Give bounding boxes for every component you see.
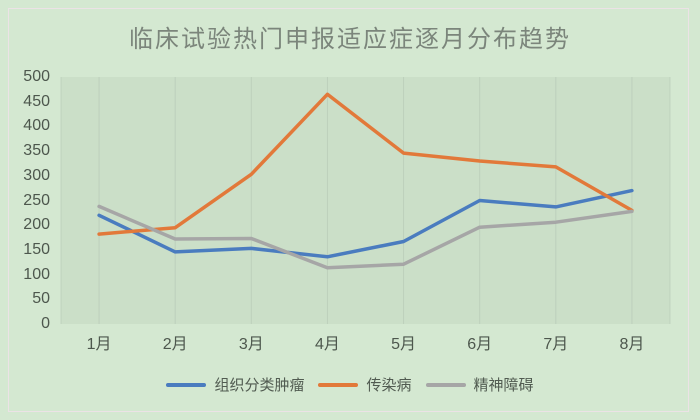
legend-item-1: 传染病	[318, 374, 412, 395]
y-tick-label: 300	[23, 166, 50, 184]
x-tick-label: 4月	[314, 336, 340, 353]
legend-label: 传染病	[366, 377, 412, 394]
legend: 组织分类肿瘤 传染病 精神障碍	[0, 374, 700, 395]
series-line-1	[97, 92, 634, 236]
y-tick-label: 450	[23, 92, 50, 110]
x-tick-label: 8月	[619, 336, 645, 353]
y-tick-label: 50	[32, 290, 50, 308]
x-tick-label: 6月	[467, 336, 493, 353]
chart-title: 临床试验热门申报适应症逐月分布趋势	[129, 26, 571, 53]
legend-item-2: 精神障碍	[425, 374, 534, 395]
x-tick-label: 7月	[543, 336, 569, 353]
y-tick-label: 350	[23, 142, 50, 160]
x-tick-label: 2月	[162, 336, 188, 353]
y-tick-label: 150	[23, 240, 50, 258]
y-tick-label: 200	[23, 216, 50, 234]
plot-background	[61, 77, 670, 324]
legend-line-swatch	[318, 382, 359, 387]
legend-item-0: 组织分类肿瘤	[166, 374, 304, 395]
series-line-0	[97, 188, 634, 259]
y-tick-label: 0	[41, 315, 50, 332]
x-tick-label: 3月	[238, 336, 264, 353]
legend-label: 组织分类肿瘤	[214, 377, 305, 394]
x-tick-label: 5月	[391, 336, 417, 353]
legend-label: 精神障碍	[473, 377, 534, 394]
legend-line-swatch	[425, 382, 466, 387]
y-tick-label: 500	[23, 68, 50, 85]
series-line-2	[97, 204, 634, 270]
x-tick-label: 1月	[86, 336, 112, 353]
y-tick-label: 100	[23, 265, 50, 283]
legend-line-swatch	[166, 382, 207, 387]
y-tick-label: 400	[23, 117, 50, 135]
y-tick-label: 250	[23, 191, 50, 209]
